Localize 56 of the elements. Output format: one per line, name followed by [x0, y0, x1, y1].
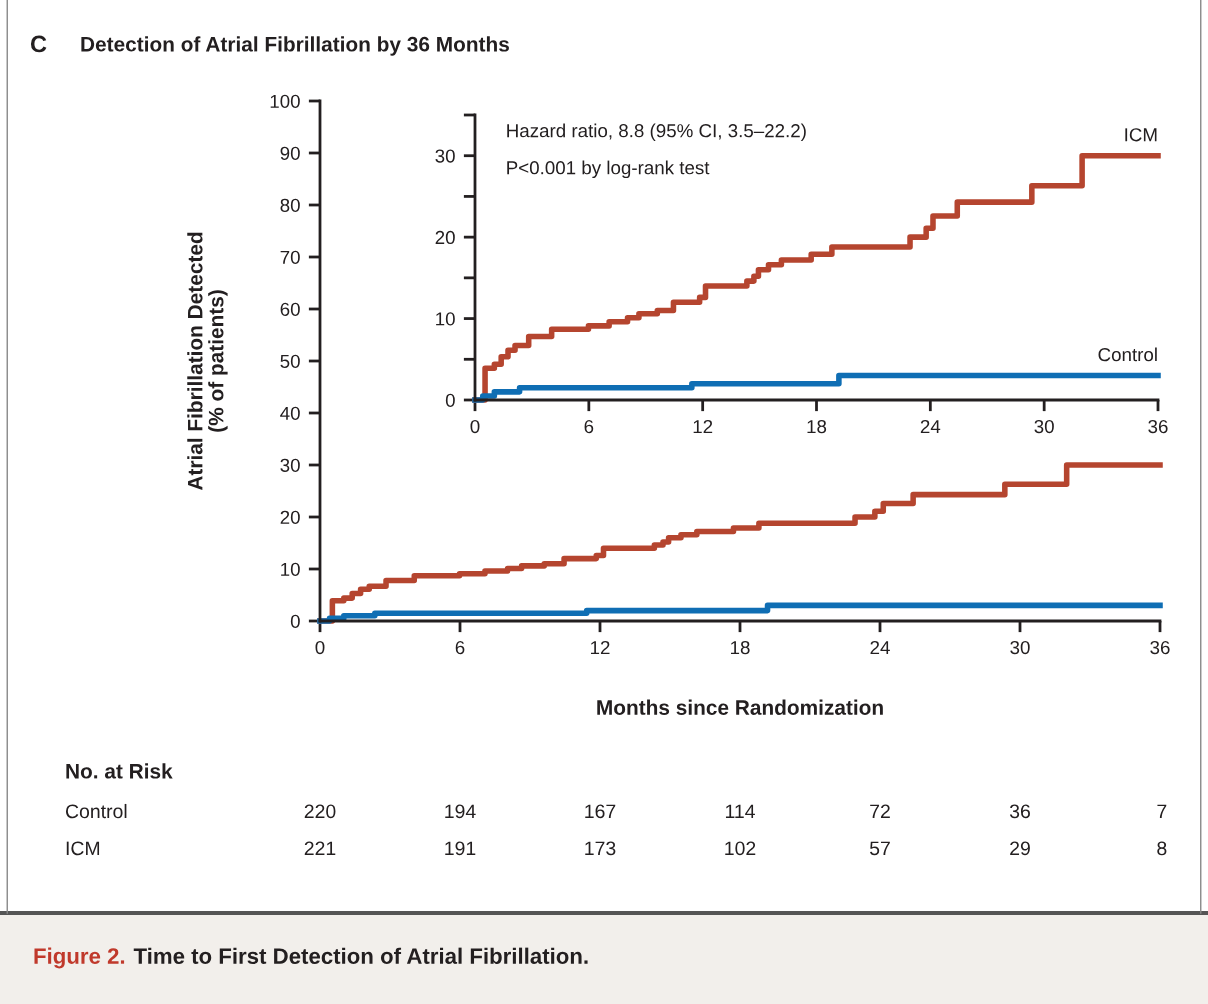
text: Time to First Detection of Atrial Fibrillation. [133, 947, 588, 964]
chart-title: Detection of Atrial Fibrillation by 36 Months [81, 36, 509, 56]
y-tick-label: 30 [280, 458, 300, 472]
y-tick-label: 0 [290, 614, 300, 628]
y-axis-title: Atrial Fibrillation Detected (% of patients) [187, 232, 228, 491]
x-tick-label: 18 [731, 640, 750, 655]
caption: Figure 2. [34, 947, 125, 969]
text: 220 [304, 804, 336, 819]
text: 167 [585, 804, 616, 819]
series-label: Control [1098, 347, 1157, 362]
x-tick-label: 12 [591, 640, 610, 655]
y-tick-label: 100 [270, 94, 300, 108]
series-label: ICM [1125, 128, 1157, 142]
y-tick-label: 40 [280, 406, 300, 420]
text: 114 [725, 804, 755, 819]
y-tick-label: 30 [435, 149, 455, 163]
y-tick-label: 50 [280, 354, 300, 368]
x-tick-label: 12 [693, 419, 713, 434]
text: 102 [725, 841, 756, 856]
y-tick-label: 80 [280, 198, 300, 212]
x-tick-label: 24 [870, 640, 890, 655]
x-tick-label: 0 [315, 640, 325, 655]
text: 8 [1157, 841, 1167, 856]
x-tick-label: 18 [807, 419, 827, 434]
y-tick-label: 10 [436, 312, 455, 326]
x-tick-label: 6 [455, 640, 465, 655]
x-tick-label: 24 [920, 419, 941, 434]
text: 221 [304, 841, 336, 856]
text: 36 [1009, 804, 1030, 819]
y-tick-label: 70 [280, 250, 300, 264]
x-tick-label: 6 [584, 419, 594, 434]
text: 57 [869, 841, 890, 856]
text: ICM [66, 841, 100, 856]
x-tick-label: 0 [470, 419, 480, 434]
x-tick-label: 30 [1010, 640, 1030, 655]
annotation: Hazard ratio, 8.8 (95% CI, 3.5–22.2) [507, 123, 806, 142]
text: 173 [585, 841, 616, 856]
text: 7 [1157, 804, 1167, 819]
x-axis-title: Months since Randomization [597, 699, 883, 715]
text: 191 [445, 841, 476, 856]
annotation: P<0.001 by log-rank test [507, 160, 710, 179]
y-tick-label: 0 [445, 393, 455, 407]
y-tick-label: 20 [280, 510, 300, 524]
x-tick-label: 30 [1034, 419, 1054, 434]
y-tick-label: 60 [280, 302, 300, 316]
text: Control [65, 803, 127, 819]
text: No. at Risk [66, 763, 173, 779]
text: 194 [445, 804, 476, 819]
y-tick-label: 10 [281, 562, 300, 576]
y-tick-label: 90 [280, 146, 300, 160]
y-tick-label: 20 [435, 230, 455, 245]
x-tick-label: 36 [1150, 640, 1170, 655]
text: C [30, 35, 47, 53]
text: 29 [1010, 841, 1030, 856]
x-tick-label: 36 [1148, 419, 1168, 434]
text: 72 [870, 804, 890, 819]
